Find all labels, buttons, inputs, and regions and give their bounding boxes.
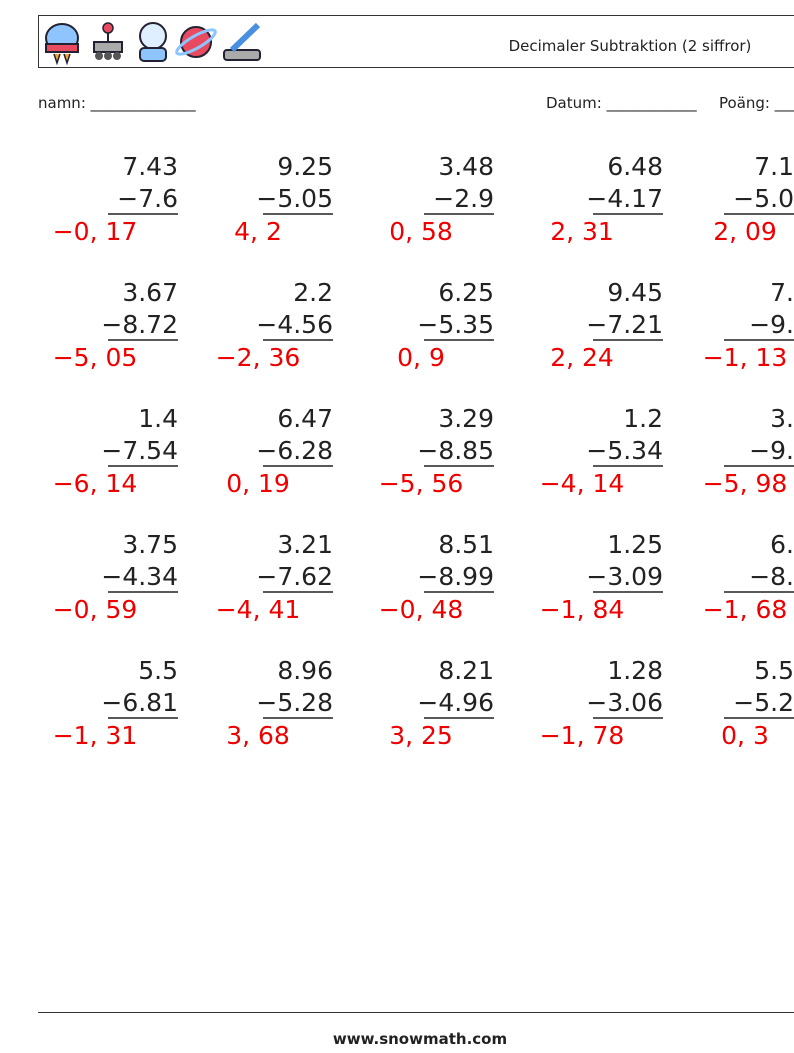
subtrahend: −7.21 — [586, 310, 663, 339]
subtrahend: −4.96 — [417, 688, 494, 717]
answer: 0, 3 — [721, 721, 769, 750]
subtrahend: −8.85 — [417, 436, 494, 465]
answer: 2, 31 — [550, 217, 614, 246]
minuend: 1.2 — [623, 404, 663, 433]
answer: 4, 2 — [234, 217, 282, 246]
subtrahend: −3.09 — [586, 562, 663, 591]
date-field: Datum: ____________ — [546, 94, 697, 113]
title: Decimaler Subtraktion (2 siffror) — [509, 37, 752, 55]
subtrahend: −5.2 — [733, 688, 794, 717]
answer: −6, 14 — [53, 469, 138, 498]
name-field: namn: ______________ — [38, 94, 196, 113]
minuend: 6.47 — [277, 404, 333, 433]
answer: −5, 05 — [53, 343, 138, 372]
answer: −4, 14 — [540, 469, 625, 498]
subtrahend: −4.34 — [101, 562, 178, 591]
subtrahend: −4.56 — [256, 310, 333, 339]
minuend: 6.48 — [607, 152, 663, 181]
subtrahend: −7.54 — [101, 436, 178, 465]
minuend: 5.5 — [754, 656, 794, 685]
answer: −0, 17 — [53, 217, 138, 246]
minuend: 9.45 — [607, 278, 663, 307]
subtrahend: −5.0 — [733, 184, 794, 213]
answer: −5, 56 — [379, 469, 464, 498]
answer: −1, 13 — [703, 343, 788, 372]
subtrahend: −8.72 — [101, 310, 178, 339]
answer: 3, 68 — [226, 721, 290, 750]
header-box — [38, 15, 794, 68]
problems: 7.43 −7.6 −0, 17 9.25 −5.05 4, 2 3.48 −2.9 0, 58… — [53, 152, 794, 750]
minuend: 3.29 — [438, 404, 494, 433]
minuend: 7.43 — [122, 152, 178, 181]
subtrahend: −8. — [749, 562, 794, 591]
answer: −1, 31 — [53, 721, 138, 750]
subtrahend: −5.28 — [256, 688, 333, 717]
answer: −1, 84 — [540, 595, 625, 624]
answer: 0, 58 — [389, 217, 453, 246]
answer: −2, 36 — [216, 343, 301, 372]
minuend: 1.28 — [607, 656, 663, 685]
subtrahend: −8.99 — [417, 562, 494, 591]
subtrahend: −9. — [749, 436, 794, 465]
minuend: 8.21 — [438, 656, 494, 685]
answer: −0, 59 — [53, 595, 138, 624]
answer: −1, 78 — [540, 721, 625, 750]
minuend: 9.25 — [277, 152, 333, 181]
minuend: 6. — [770, 530, 794, 559]
minuend: 3.48 — [438, 152, 494, 181]
subtrahend: −5.35 — [417, 310, 494, 339]
minuend: 7. — [770, 278, 794, 307]
subtrahend: −7.6 — [117, 184, 178, 213]
minuend: 8.51 — [438, 530, 494, 559]
minuend: 1.4 — [138, 404, 178, 433]
minuend: 6.25 — [438, 278, 494, 307]
minuend: 3.21 — [277, 530, 333, 559]
minuend: 3.75 — [122, 530, 178, 559]
minuend: 2.2 — [293, 278, 333, 307]
subtrahend: −3.06 — [586, 688, 663, 717]
subtrahend: −7.62 — [256, 562, 333, 591]
footer-text: www.snowmath.com — [333, 1030, 507, 1048]
minuend: 3. — [770, 404, 794, 433]
subtrahend: −5.34 — [586, 436, 663, 465]
subtrahend: −4.17 — [586, 184, 663, 213]
answer: −0, 48 — [379, 595, 464, 624]
minuend: 7.1 — [754, 152, 794, 181]
subtrahend: −9. — [749, 310, 794, 339]
answer: −4, 41 — [216, 595, 301, 624]
subtrahend: −6.28 — [256, 436, 333, 465]
answer: 0, 9 — [397, 343, 445, 372]
minuend: 8.96 — [277, 656, 333, 685]
subtrahend: −2.9 — [433, 184, 494, 213]
answer: −1, 68 — [703, 595, 788, 624]
subtrahend: −5.05 — [256, 184, 333, 213]
header-icons — [45, 22, 261, 66]
answer: −5, 98 — [703, 469, 788, 498]
subtrahend: −6.81 — [101, 688, 178, 717]
minuend: 3.67 — [122, 278, 178, 307]
minuend: 1.25 — [607, 530, 663, 559]
score-field: Poäng: ___ — [719, 94, 794, 113]
answer: 2, 09 — [713, 217, 777, 246]
answer: 3, 25 — [389, 721, 453, 750]
minuend: 5.5 — [138, 656, 178, 685]
answer: 2, 24 — [550, 343, 614, 372]
answer: 0, 19 — [226, 469, 290, 498]
